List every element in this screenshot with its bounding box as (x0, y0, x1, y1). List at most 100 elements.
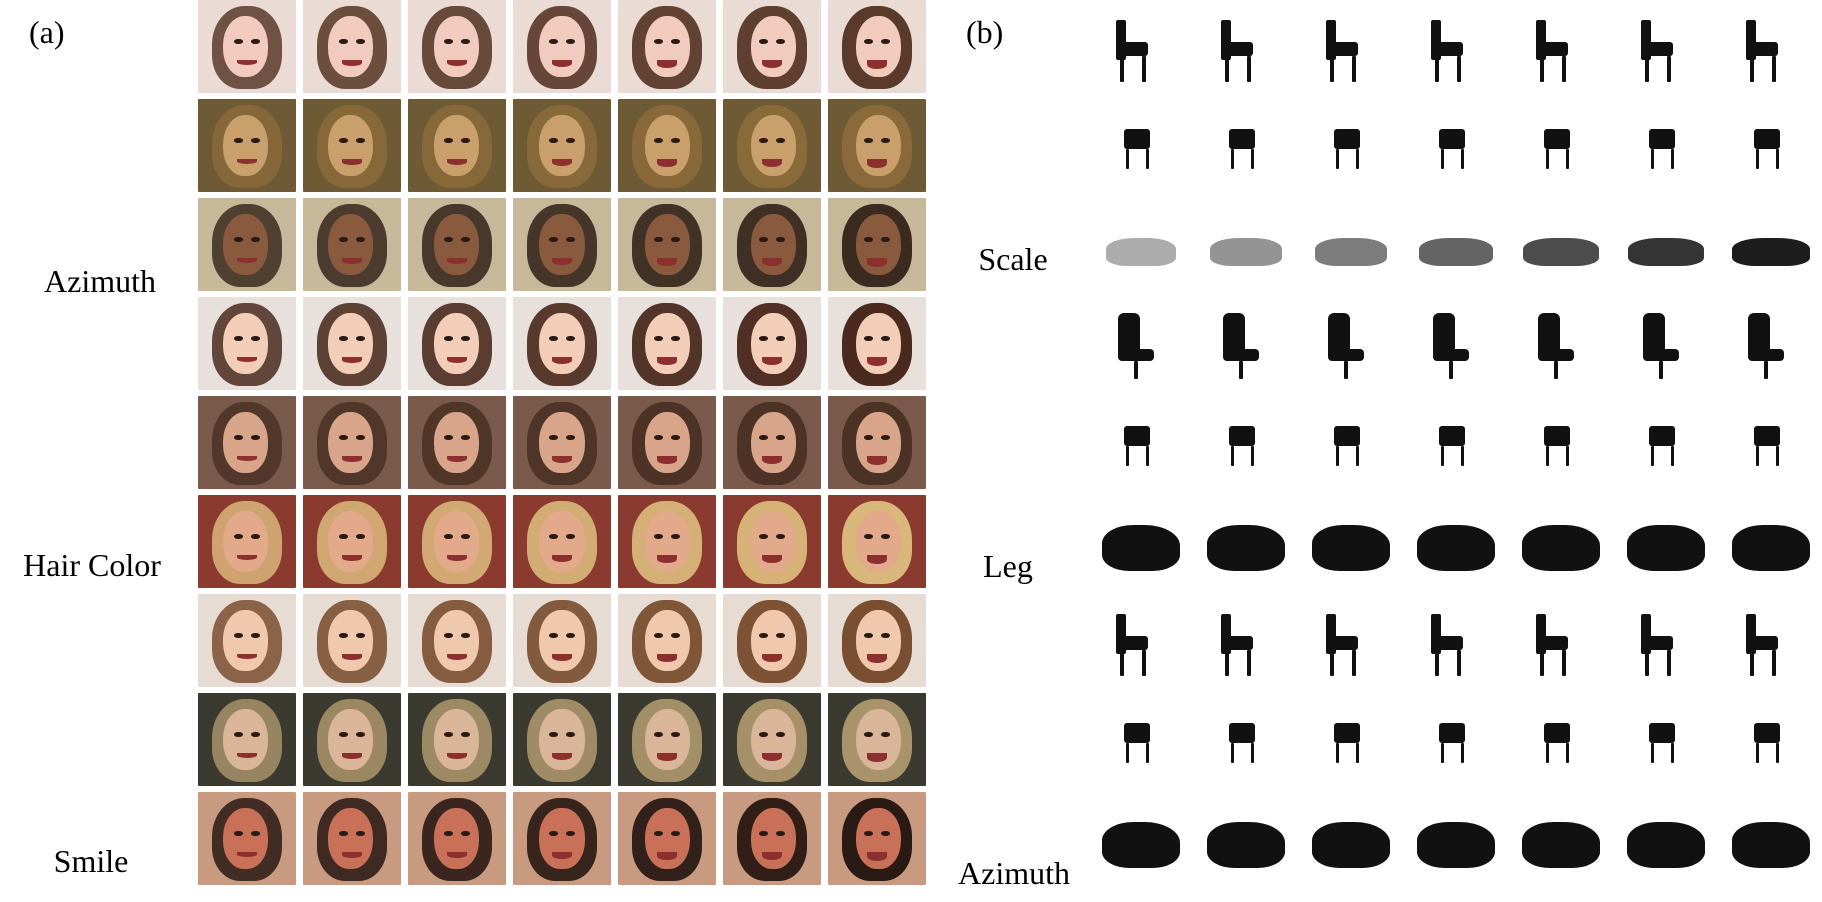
chair-shape (1538, 313, 1560, 357)
face-sample-image (513, 396, 611, 489)
chair-sample-image (1718, 396, 1822, 495)
face-sample-image (513, 0, 611, 93)
chair-shape (1659, 361, 1663, 379)
face-sample-image (828, 495, 926, 588)
chair-sample-image (1613, 99, 1718, 198)
chair-shape (1641, 20, 1651, 60)
chair-grid (1088, 0, 1822, 902)
chair-shape (1314, 238, 1388, 266)
chair-shape (1328, 636, 1358, 650)
chair-sample-image (1508, 0, 1613, 99)
chair-shape (1627, 525, 1705, 571)
chair-sample-image (1298, 693, 1403, 792)
face-sample-image (723, 198, 821, 291)
face-sample-image (303, 396, 401, 489)
chair-shape (1433, 42, 1463, 56)
face-sample-image (723, 495, 821, 588)
face-sample-image (723, 396, 821, 489)
chair-shape (1223, 636, 1253, 650)
chair-shape (1536, 20, 1546, 60)
face-sample-image (723, 99, 821, 192)
chair-sample-image (1193, 99, 1298, 198)
face-sample-image (828, 693, 926, 786)
chair-shape (1356, 743, 1359, 763)
chair-sample-image (1298, 297, 1403, 396)
chair-sample-image (1403, 495, 1508, 594)
face-sample-image (303, 495, 401, 588)
chair-shape (1336, 149, 1339, 169)
face-sample-image (198, 495, 296, 588)
chair-sample-image (1718, 792, 1822, 891)
face-sample-image (723, 792, 821, 885)
chair-sample-image (1613, 594, 1718, 693)
face-sample-image (198, 297, 296, 390)
chair-shape (1750, 650, 1754, 676)
chair-sample-image (1613, 0, 1718, 99)
chair-sample-image (1508, 693, 1613, 792)
chair-shape (1441, 149, 1444, 169)
chair-shape (1546, 446, 1549, 466)
chair-shape (1210, 238, 1282, 266)
face-sample-image (408, 0, 506, 93)
row-label-hair-color: Hair Color (23, 547, 161, 583)
face-sample-image (303, 297, 401, 390)
face-sample-image (618, 594, 716, 687)
chair-shape (1748, 636, 1778, 650)
chair-sample-image (1508, 396, 1613, 495)
chair-shape (1643, 313, 1665, 357)
chair-shape (1643, 349, 1679, 361)
chair-shape (1356, 149, 1359, 169)
chair-sample-image (1403, 99, 1508, 198)
chair-shape (1732, 525, 1810, 571)
chair-shape (1546, 149, 1549, 169)
chair-shape (1118, 313, 1140, 357)
row-label-azimuth-a: Azimuth (44, 263, 156, 299)
chair-shape (1645, 650, 1649, 676)
face-sample-image (828, 99, 926, 192)
chair-shape (1627, 822, 1705, 868)
chair-sample-image (1613, 495, 1718, 594)
face-sample-image (723, 594, 821, 687)
chair-shape (1417, 822, 1495, 868)
chair-shape (1732, 822, 1810, 868)
chair-sample-image (1613, 792, 1718, 891)
chair-sample-image (1718, 297, 1822, 396)
chair-shape (1102, 525, 1180, 571)
chair-sample-image (1298, 198, 1403, 297)
face-sample-image (198, 396, 296, 489)
face-sample-image (618, 0, 716, 93)
chair-shape (1433, 636, 1463, 650)
chair-shape (1667, 56, 1671, 82)
chair-shape (1772, 650, 1776, 676)
face-sample-image (513, 495, 611, 588)
chair-shape (1336, 446, 1339, 466)
chair-sample-image (1298, 0, 1403, 99)
chair-sample-image (1088, 693, 1193, 792)
chair-shape (1449, 361, 1453, 379)
face-sample-image (828, 792, 926, 885)
face-sample-image (618, 297, 716, 390)
chair-sample-image (1298, 396, 1403, 495)
chair-shape (1643, 42, 1673, 56)
chair-shape (1225, 56, 1229, 82)
chair-shape (1746, 614, 1756, 654)
chair-sample-image (1613, 396, 1718, 495)
chair-shape (1435, 56, 1439, 82)
face-sample-image (303, 693, 401, 786)
chair-shape (1746, 20, 1756, 60)
chair-shape (1627, 238, 1705, 266)
chair-shape (1146, 743, 1149, 763)
chair-shape (1433, 349, 1469, 361)
chair-shape (1146, 149, 1149, 169)
chair-sample-image (1403, 0, 1508, 99)
chair-shape (1239, 361, 1243, 379)
chair-shape (1544, 426, 1570, 446)
chair-shape (1566, 446, 1569, 466)
face-sample-image (828, 297, 926, 390)
face-sample-image (408, 495, 506, 588)
chair-shape (1562, 650, 1566, 676)
chair-sample-image (1403, 198, 1508, 297)
chair-shape (1419, 238, 1493, 266)
chair-shape (1356, 446, 1359, 466)
